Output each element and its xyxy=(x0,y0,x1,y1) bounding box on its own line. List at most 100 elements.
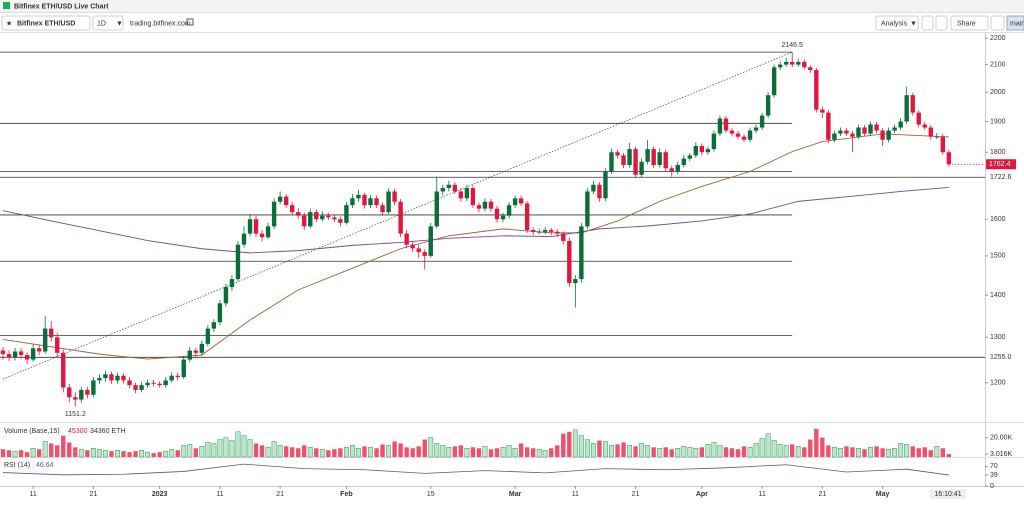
candle-body xyxy=(777,64,783,68)
external-icon[interactable] xyxy=(186,18,194,26)
last-price-tag-bg xyxy=(986,159,1016,170)
candle-body xyxy=(115,375,120,381)
candle-body xyxy=(675,165,680,172)
volume-bar xyxy=(55,445,60,457)
volume-bar xyxy=(922,447,927,457)
candle-body xyxy=(723,118,729,131)
volume-bar xyxy=(693,448,699,458)
candle-body xyxy=(796,61,801,65)
candle-body xyxy=(856,127,861,137)
volume-bar xyxy=(771,440,777,458)
volume-bar xyxy=(199,446,205,458)
candle-body xyxy=(175,375,180,378)
draw-button[interactable] xyxy=(935,15,948,31)
candle-body xyxy=(940,136,946,153)
candle-body xyxy=(573,279,578,284)
share-button[interactable] xyxy=(950,15,989,31)
x-tick-label: 21 xyxy=(632,491,640,498)
rsi-tick-label: 70 xyxy=(990,463,998,470)
rsi-tick-label: 39 xyxy=(990,472,998,479)
volume-bar xyxy=(482,446,488,458)
candle-body xyxy=(735,133,741,137)
volume-bar xyxy=(759,438,765,458)
candle-body xyxy=(687,155,693,159)
volume-bar xyxy=(530,448,536,457)
volume-bar xyxy=(452,446,458,457)
volume-bar xyxy=(615,444,620,457)
volume-bar xyxy=(85,450,90,457)
volume-bar xyxy=(18,450,24,457)
volume-bar xyxy=(36,449,42,457)
share-label: Share xyxy=(957,20,976,27)
analysis-button[interactable] xyxy=(875,15,919,31)
candle-body xyxy=(494,208,500,220)
candle-body xyxy=(524,203,530,230)
url-label[interactable]: trading.bitfinex.com xyxy=(130,20,191,27)
volume-bar xyxy=(259,445,265,457)
settings-button[interactable] xyxy=(921,15,934,31)
volume-bar xyxy=(928,450,933,457)
level-tag: 1255.0 xyxy=(990,354,1012,361)
y-tick-label: 1900 xyxy=(990,118,1006,125)
volume-bar xyxy=(524,447,530,457)
volume-bar xyxy=(30,448,36,458)
level-tag: 1722.6 xyxy=(990,174,1012,181)
candle-body xyxy=(356,194,361,199)
volume-bar xyxy=(368,447,373,458)
volume-bar xyxy=(802,447,807,457)
candle-body xyxy=(18,351,24,356)
candle-body xyxy=(729,130,735,134)
rsi-title: RSI (14) xyxy=(4,462,30,469)
candle-body xyxy=(717,118,723,134)
volume-bar xyxy=(826,445,831,457)
volume-bar xyxy=(404,447,409,457)
volume-bar xyxy=(940,448,946,457)
candle-body xyxy=(645,149,650,162)
candle-body xyxy=(765,95,771,116)
candle-body xyxy=(868,124,873,134)
candle-body xyxy=(241,233,247,245)
candle-body xyxy=(621,155,626,166)
symbol-button[interactable] xyxy=(1,15,91,31)
volume-bar xyxy=(229,440,235,458)
layout-button[interactable] xyxy=(1006,15,1024,31)
fullscreen-button[interactable] xyxy=(990,15,1005,31)
moving-average xyxy=(2,133,949,360)
y-tick-label: 1200 xyxy=(990,380,1006,387)
candle-body xyxy=(163,380,168,386)
candle-body xyxy=(446,184,452,189)
candle-body xyxy=(217,303,223,323)
candle-body xyxy=(886,130,891,140)
candle-body xyxy=(928,127,933,137)
volume-bar xyxy=(934,446,940,458)
candle-body xyxy=(314,212,319,220)
volume-bar xyxy=(398,443,403,457)
candle-body xyxy=(904,95,909,122)
volume-bar xyxy=(856,448,861,458)
candle-body xyxy=(681,158,686,166)
volume-bar xyxy=(332,449,337,457)
candle-body xyxy=(91,380,96,395)
volume-bar xyxy=(837,448,843,458)
y-tick-label: 1800 xyxy=(990,149,1006,156)
volume-bar xyxy=(434,443,440,458)
candle-body xyxy=(205,328,211,344)
x-tick-label: 2023 xyxy=(152,491,168,498)
x-tick-label: 21 xyxy=(818,491,826,498)
volume-bar xyxy=(765,433,771,458)
candle-body xyxy=(109,374,114,381)
volume-bar xyxy=(892,448,898,458)
tab-title: Bitfinex ETH/USD Live Chart xyxy=(14,3,109,10)
analysis-label: Analysis xyxy=(881,20,908,27)
x-tick-label: 15 xyxy=(427,491,435,498)
candle-body xyxy=(398,201,403,234)
interval-button[interactable] xyxy=(92,15,124,31)
candle-body xyxy=(603,171,608,199)
x-tick-label: 11 xyxy=(758,491,765,498)
time-label-bg xyxy=(930,489,966,499)
volume-bar xyxy=(729,448,735,457)
candle-body xyxy=(283,196,289,206)
candle-body xyxy=(24,355,30,360)
volume-bar xyxy=(699,447,705,457)
